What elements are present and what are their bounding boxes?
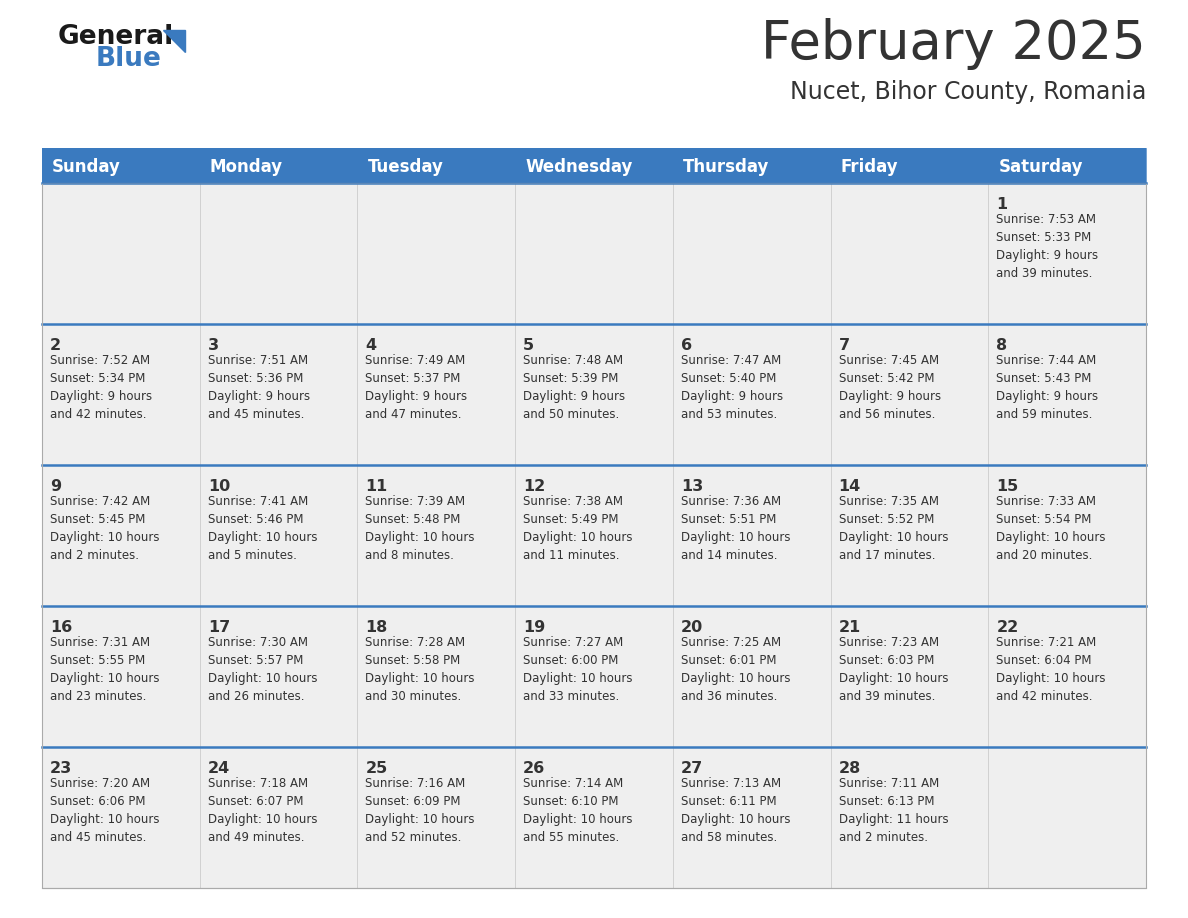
Text: Sunrise: 7:21 AM
Sunset: 6:04 PM
Daylight: 10 hours
and 42 minutes.: Sunrise: 7:21 AM Sunset: 6:04 PM Dayligh…	[997, 636, 1106, 703]
Text: Saturday: Saturday	[998, 158, 1082, 175]
Text: Sunrise: 7:49 AM
Sunset: 5:37 PM
Daylight: 9 hours
and 47 minutes.: Sunrise: 7:49 AM Sunset: 5:37 PM Dayligh…	[366, 354, 468, 421]
Bar	[42, 183, 1146, 324]
Text: 7: 7	[839, 338, 849, 353]
Text: Sunrise: 7:33 AM
Sunset: 5:54 PM
Daylight: 10 hours
and 20 minutes.: Sunrise: 7:33 AM Sunset: 5:54 PM Dayligh…	[997, 495, 1106, 562]
Bar	[42, 747, 1146, 888]
Text: 19: 19	[523, 620, 545, 635]
Bar	[42, 324, 1146, 465]
Text: General: General	[58, 24, 175, 50]
Text: Sunrise: 7:28 AM
Sunset: 5:58 PM
Daylight: 10 hours
and 30 minutes.: Sunrise: 7:28 AM Sunset: 5:58 PM Dayligh…	[366, 636, 475, 703]
Text: Sunrise: 7:27 AM
Sunset: 6:00 PM
Daylight: 10 hours
and 33 minutes.: Sunrise: 7:27 AM Sunset: 6:00 PM Dayligh…	[523, 636, 633, 703]
Text: Sunrise: 7:48 AM
Sunset: 5:39 PM
Daylight: 9 hours
and 50 minutes.: Sunrise: 7:48 AM Sunset: 5:39 PM Dayligh…	[523, 354, 625, 421]
Text: Sunday: Sunday	[52, 158, 121, 175]
Text: 12: 12	[523, 479, 545, 494]
Text: February 2025: February 2025	[762, 18, 1146, 70]
Text: Nucet, Bihor County, Romania: Nucet, Bihor County, Romania	[790, 80, 1146, 104]
Text: 16: 16	[50, 620, 72, 635]
Text: Tuesday: Tuesday	[367, 158, 443, 175]
Text: Monday: Monday	[210, 158, 283, 175]
Text: 3: 3	[208, 338, 219, 353]
Text: Sunrise: 7:20 AM
Sunset: 6:06 PM
Daylight: 10 hours
and 45 minutes.: Sunrise: 7:20 AM Sunset: 6:06 PM Dayligh…	[50, 777, 159, 844]
Text: 8: 8	[997, 338, 1007, 353]
Text: Sunrise: 7:44 AM
Sunset: 5:43 PM
Daylight: 9 hours
and 59 minutes.: Sunrise: 7:44 AM Sunset: 5:43 PM Dayligh…	[997, 354, 1099, 421]
Text: 11: 11	[366, 479, 387, 494]
Text: 13: 13	[681, 479, 703, 494]
Text: 17: 17	[208, 620, 230, 635]
Bar	[42, 183, 1146, 888]
Text: 23: 23	[50, 761, 72, 776]
Text: Sunrise: 7:53 AM
Sunset: 5:33 PM
Daylight: 9 hours
and 39 minutes.: Sunrise: 7:53 AM Sunset: 5:33 PM Dayligh…	[997, 213, 1099, 280]
Text: 2: 2	[50, 338, 61, 353]
Text: Sunrise: 7:42 AM
Sunset: 5:45 PM
Daylight: 10 hours
and 2 minutes.: Sunrise: 7:42 AM Sunset: 5:45 PM Dayligh…	[50, 495, 159, 562]
Text: Sunrise: 7:52 AM
Sunset: 5:34 PM
Daylight: 9 hours
and 42 minutes.: Sunrise: 7:52 AM Sunset: 5:34 PM Dayligh…	[50, 354, 152, 421]
Text: 20: 20	[681, 620, 703, 635]
Text: 4: 4	[366, 338, 377, 353]
Text: 18: 18	[366, 620, 387, 635]
Text: Sunrise: 7:18 AM
Sunset: 6:07 PM
Daylight: 10 hours
and 49 minutes.: Sunrise: 7:18 AM Sunset: 6:07 PM Dayligh…	[208, 777, 317, 844]
Text: 26: 26	[523, 761, 545, 776]
Text: 6: 6	[681, 338, 691, 353]
Text: Sunrise: 7:51 AM
Sunset: 5:36 PM
Daylight: 9 hours
and 45 minutes.: Sunrise: 7:51 AM Sunset: 5:36 PM Dayligh…	[208, 354, 310, 421]
Text: 25: 25	[366, 761, 387, 776]
Text: Sunrise: 7:47 AM
Sunset: 5:40 PM
Daylight: 9 hours
and 53 minutes.: Sunrise: 7:47 AM Sunset: 5:40 PM Dayligh…	[681, 354, 783, 421]
Text: Sunrise: 7:36 AM
Sunset: 5:51 PM
Daylight: 10 hours
and 14 minutes.: Sunrise: 7:36 AM Sunset: 5:51 PM Dayligh…	[681, 495, 790, 562]
Text: 9: 9	[50, 479, 61, 494]
Text: Sunrise: 7:13 AM
Sunset: 6:11 PM
Daylight: 10 hours
and 58 minutes.: Sunrise: 7:13 AM Sunset: 6:11 PM Dayligh…	[681, 777, 790, 844]
Text: Sunrise: 7:35 AM
Sunset: 5:52 PM
Daylight: 10 hours
and 17 minutes.: Sunrise: 7:35 AM Sunset: 5:52 PM Dayligh…	[839, 495, 948, 562]
Text: Sunrise: 7:31 AM
Sunset: 5:55 PM
Daylight: 10 hours
and 23 minutes.: Sunrise: 7:31 AM Sunset: 5:55 PM Dayligh…	[50, 636, 159, 703]
Text: 15: 15	[997, 479, 1018, 494]
Text: Thursday: Thursday	[683, 158, 770, 175]
Text: 22: 22	[997, 620, 1018, 635]
Bar	[42, 606, 1146, 747]
Text: Sunrise: 7:14 AM
Sunset: 6:10 PM
Daylight: 10 hours
and 55 minutes.: Sunrise: 7:14 AM Sunset: 6:10 PM Dayligh…	[523, 777, 633, 844]
Text: Sunrise: 7:39 AM
Sunset: 5:48 PM
Daylight: 10 hours
and 8 minutes.: Sunrise: 7:39 AM Sunset: 5:48 PM Dayligh…	[366, 495, 475, 562]
Text: 21: 21	[839, 620, 861, 635]
Bar	[42, 148, 1146, 183]
Text: 5: 5	[523, 338, 535, 353]
Text: 1: 1	[997, 197, 1007, 212]
Text: Sunrise: 7:23 AM
Sunset: 6:03 PM
Daylight: 10 hours
and 39 minutes.: Sunrise: 7:23 AM Sunset: 6:03 PM Dayligh…	[839, 636, 948, 703]
Text: Sunrise: 7:41 AM
Sunset: 5:46 PM
Daylight: 10 hours
and 5 minutes.: Sunrise: 7:41 AM Sunset: 5:46 PM Dayligh…	[208, 495, 317, 562]
Text: 28: 28	[839, 761, 861, 776]
Text: Sunrise: 7:16 AM
Sunset: 6:09 PM
Daylight: 10 hours
and 52 minutes.: Sunrise: 7:16 AM Sunset: 6:09 PM Dayligh…	[366, 777, 475, 844]
Text: 24: 24	[208, 761, 230, 776]
Text: 14: 14	[839, 479, 861, 494]
Bar	[42, 465, 1146, 606]
Text: Blue: Blue	[96, 46, 162, 72]
Text: Sunrise: 7:38 AM
Sunset: 5:49 PM
Daylight: 10 hours
and 11 minutes.: Sunrise: 7:38 AM Sunset: 5:49 PM Dayligh…	[523, 495, 633, 562]
Text: Friday: Friday	[841, 158, 898, 175]
Bar	[42, 148, 1146, 183]
Text: Sunrise: 7:11 AM
Sunset: 6:13 PM
Daylight: 11 hours
and 2 minutes.: Sunrise: 7:11 AM Sunset: 6:13 PM Dayligh…	[839, 777, 948, 844]
Text: 10: 10	[208, 479, 230, 494]
Text: 27: 27	[681, 761, 703, 776]
Text: Sunrise: 7:25 AM
Sunset: 6:01 PM
Daylight: 10 hours
and 36 minutes.: Sunrise: 7:25 AM Sunset: 6:01 PM Dayligh…	[681, 636, 790, 703]
Text: Sunrise: 7:45 AM
Sunset: 5:42 PM
Daylight: 9 hours
and 56 minutes.: Sunrise: 7:45 AM Sunset: 5:42 PM Dayligh…	[839, 354, 941, 421]
Polygon shape	[163, 30, 185, 52]
Text: Wednesday: Wednesday	[525, 158, 632, 175]
Text: Sunrise: 7:30 AM
Sunset: 5:57 PM
Daylight: 10 hours
and 26 minutes.: Sunrise: 7:30 AM Sunset: 5:57 PM Dayligh…	[208, 636, 317, 703]
